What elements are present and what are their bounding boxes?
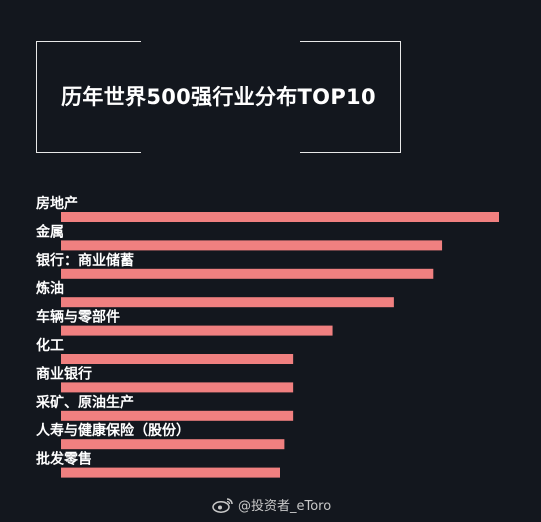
bar (61, 268, 434, 279)
title-frame-left-bracket (36, 41, 141, 153)
bar (61, 240, 443, 251)
bar (61, 439, 285, 450)
title-frame-right-bracket (300, 41, 401, 153)
category-label: 炼油 (36, 280, 64, 297)
category-label: 车辆与零部件 (36, 309, 120, 326)
category-label: 房地产 (36, 195, 78, 212)
bar (61, 410, 294, 421)
category-label: 采矿、原油生产 (35, 394, 134, 411)
category-label: 人寿与健康保险（股份） (36, 422, 190, 439)
bar (61, 212, 499, 222)
weibo-logo-icon (212, 497, 233, 513)
bar (61, 297, 394, 308)
chart-title: 历年世界500强行业分布TOP10 (61, 85, 376, 109)
bar (61, 467, 280, 478)
watermark: @投资者_eToro (212, 495, 331, 514)
bar (61, 382, 294, 393)
category-label: 批发零售 (36, 451, 92, 468)
bar (61, 325, 333, 336)
title-frame: 历年世界500强行业分布TOP10 (36, 41, 401, 153)
category-label: 化工 (36, 337, 64, 354)
watermark-text: @投资者_eToro (238, 499, 332, 514)
bar (61, 354, 294, 364)
category-label: 银行：商业储蓄 (36, 252, 134, 269)
category-label: 商业银行 (36, 365, 92, 382)
category-label: 金属 (35, 223, 64, 240)
